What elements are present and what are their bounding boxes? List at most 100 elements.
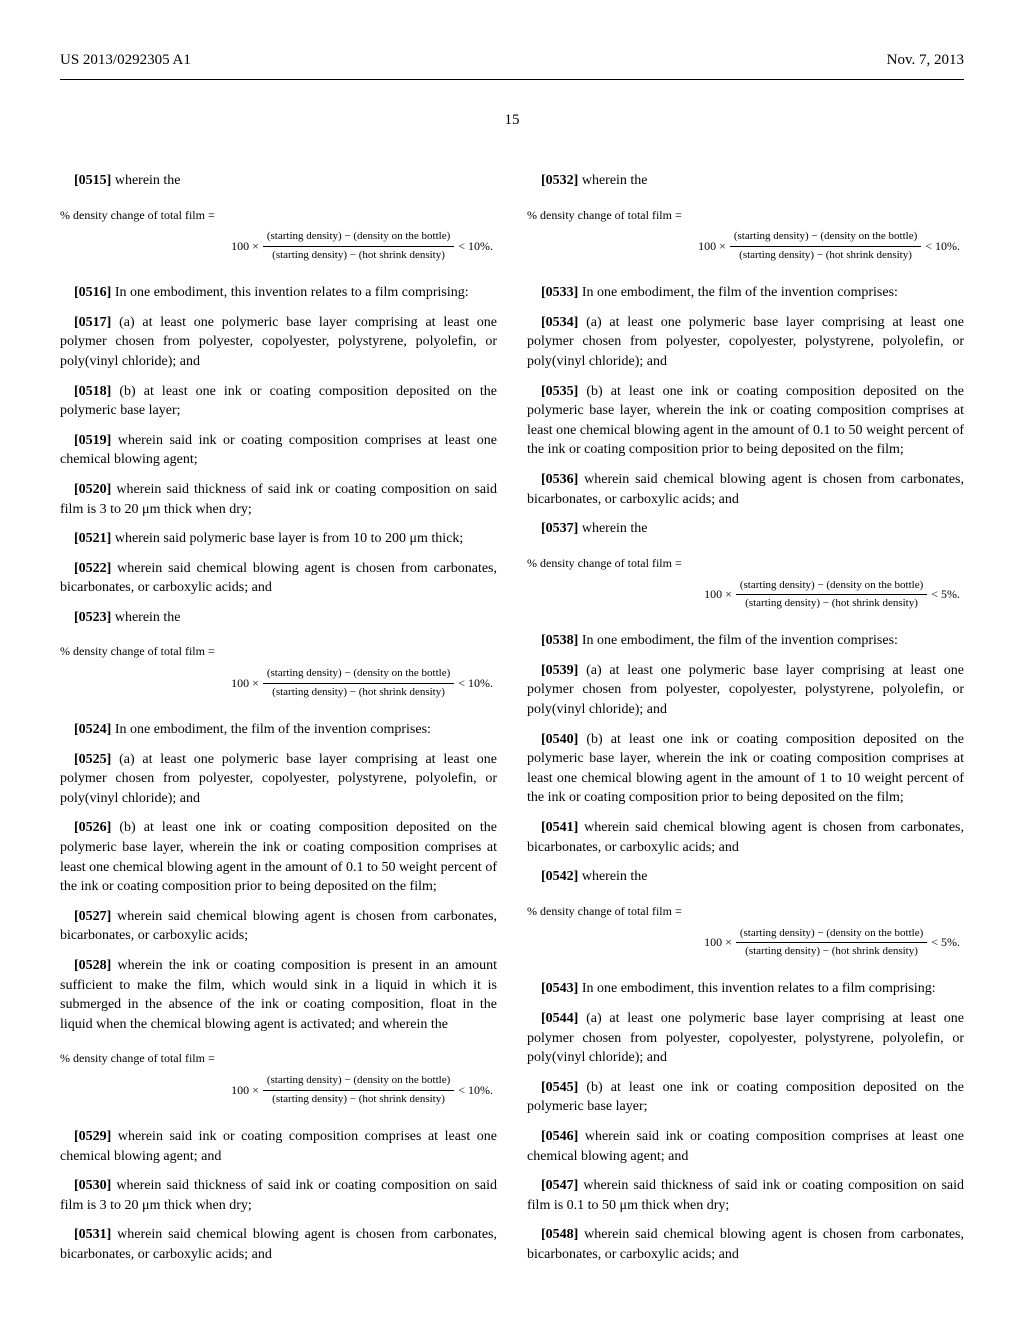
para-text: (b) at least one ink or coating composit…: [60, 384, 497, 419]
para-number: [0531]: [74, 1227, 111, 1242]
para-text: In one embodiment, the film of the inven…: [582, 285, 898, 300]
formula-prefix: 100 ×: [704, 934, 732, 951]
formula-denominator: (starting density) − (hot shrink density…: [741, 943, 922, 959]
para-text: wherein the ink or coating composition i…: [60, 958, 497, 1032]
paragraph: [0525] (a) at least one polymeric base l…: [60, 750, 497, 809]
paragraph: [0530] wherein said thickness of said in…: [60, 1176, 497, 1215]
para-number: [0547]: [541, 1178, 578, 1193]
para-number: [0525]: [74, 752, 111, 767]
paragraph: [0517] (a) at least one polymeric base l…: [60, 313, 497, 372]
para-text: (b) at least one ink or coating composit…: [527, 384, 964, 458]
paragraph: [0527] wherein said chemical blowing age…: [60, 907, 497, 946]
formula-prefix: 100 ×: [698, 238, 726, 255]
para-number: [0517]: [74, 315, 111, 330]
formula-numerator: (starting density) − (density on the bot…: [730, 229, 921, 246]
formula-denominator: (starting density) − (hot shrink density…: [268, 247, 449, 263]
para-text: wherein said chemical blowing agent is c…: [527, 820, 964, 855]
paragraph: [0529] wherein said ink or coating compo…: [60, 1127, 497, 1166]
para-number: [0515]: [74, 173, 111, 188]
paragraph: [0539] (a) at least one polymeric base l…: [527, 661, 964, 720]
para-number: [0521]: [74, 531, 111, 546]
formula-fraction: (starting density) − (density on the bot…: [263, 666, 454, 700]
formula-fraction: (starting density) − (density on the bot…: [263, 1073, 454, 1107]
para-number: [0526]: [74, 820, 111, 835]
formula-fraction: (starting density) − (density on the bot…: [730, 229, 921, 263]
para-number: [0535]: [541, 384, 578, 399]
formula-prefix: 100 ×: [231, 675, 259, 692]
formula-prefix: 100 ×: [704, 586, 732, 603]
para-text: In one embodiment, this invention relate…: [582, 981, 936, 996]
density-formula: % density change of total film = 100 × (…: [60, 643, 497, 700]
density-formula: % density change of total film = 100 × (…: [527, 903, 964, 960]
para-text: wherein said thickness of said ink or co…: [60, 482, 497, 517]
formula-label: % density change of total film =: [60, 1050, 497, 1067]
paragraph: [0545] (b) at least one ink or coating c…: [527, 1078, 964, 1117]
para-text: (b) at least one ink or coating composit…: [527, 732, 964, 806]
formula-equation: 100 × (starting density) − (density on t…: [60, 1073, 497, 1107]
formula-label: % density change of total film =: [527, 555, 964, 572]
paragraph: [0515] wherein the: [60, 171, 497, 191]
formula-label: % density change of total film =: [527, 903, 964, 920]
paragraph: [0548] wherein said chemical blowing age…: [527, 1225, 964, 1264]
para-text: wherein the: [115, 173, 181, 188]
formula-equation: 100 × (starting density) − (density on t…: [60, 229, 497, 263]
paragraph: [0533] In one embodiment, the film of th…: [527, 283, 964, 303]
para-number: [0545]: [541, 1080, 578, 1095]
para-number: [0540]: [541, 732, 578, 747]
paragraph: [0524] In one embodiment, the film of th…: [60, 720, 497, 740]
formula-numerator: (starting density) − (density on the bot…: [263, 1073, 454, 1090]
formula-prefix: 100 ×: [231, 1082, 259, 1099]
para-number: [0533]: [541, 285, 578, 300]
formula-fraction: (starting density) − (density on the bot…: [736, 926, 927, 960]
paragraph: [0519] wherein said ink or coating compo…: [60, 431, 497, 470]
para-number: [0539]: [541, 663, 578, 678]
para-number: [0528]: [74, 958, 111, 973]
para-text: In one embodiment, the film of the inven…: [582, 633, 898, 648]
para-text: wherein said polymeric base layer is fro…: [115, 531, 463, 546]
formula-equation: 100 × (starting density) − (density on t…: [527, 578, 964, 612]
formula-prefix: 100 ×: [231, 238, 259, 255]
para-text: In one embodiment, the film of the inven…: [115, 722, 431, 737]
formula-denominator: (starting density) − (hot shrink density…: [735, 247, 916, 263]
formula-numerator: (starting density) − (density on the bot…: [263, 229, 454, 246]
formula-numerator: (starting density) − (density on the bot…: [736, 926, 927, 943]
para-text: (a) at least one polymeric base layer co…: [527, 1011, 964, 1065]
para-text: wherein the: [582, 521, 648, 536]
formula-label: % density change of total film =: [60, 207, 497, 224]
para-number: [0538]: [541, 633, 578, 648]
para-text: wherein said ink or coating composition …: [527, 1129, 964, 1164]
formula-denominator: (starting density) − (hot shrink density…: [268, 684, 449, 700]
paragraph: [0544] (a) at least one polymeric base l…: [527, 1009, 964, 1068]
paragraph: [0537] wherein the: [527, 519, 964, 539]
paragraph: [0531] wherein said chemical blowing age…: [60, 1225, 497, 1264]
formula-result: < 5%.: [931, 586, 960, 603]
para-number: [0530]: [74, 1178, 111, 1193]
content-columns: [0515] wherein the % density change of t…: [60, 171, 964, 1275]
para-number: [0529]: [74, 1129, 111, 1144]
paragraph: [0535] (b) at least one ink or coating c…: [527, 382, 964, 460]
paragraph: [0547] wherein said thickness of said in…: [527, 1176, 964, 1215]
para-text: wherein said chemical blowing agent is c…: [527, 1227, 964, 1262]
formula-result: < 10%.: [458, 238, 493, 255]
para-number: [0524]: [74, 722, 111, 737]
para-text: (a) at least one polymeric base layer co…: [60, 315, 497, 369]
formula-label: % density change of total film =: [527, 207, 964, 224]
formula-numerator: (starting density) − (density on the bot…: [263, 666, 454, 683]
para-number: [0546]: [541, 1129, 578, 1144]
para-number: [0537]: [541, 521, 578, 536]
density-formula: % density change of total film = 100 × (…: [60, 207, 497, 264]
formula-result: < 10%.: [458, 1082, 493, 1099]
left-column: [0515] wherein the % density change of t…: [60, 171, 497, 1275]
paragraph: [0546] wherein said ink or coating compo…: [527, 1127, 964, 1166]
paragraph: [0541] wherein said chemical blowing age…: [527, 818, 964, 857]
para-text: wherein said ink or coating composition …: [60, 1129, 497, 1164]
para-number: [0542]: [541, 869, 578, 884]
para-text: wherein said chemical blowing agent is c…: [60, 909, 497, 944]
formula-label: % density change of total film =: [60, 643, 497, 660]
formula-equation: 100 × (starting density) − (density on t…: [527, 229, 964, 263]
para-text: wherein the: [582, 869, 648, 884]
para-text: wherein said thickness of said ink or co…: [60, 1178, 497, 1213]
formula-result: < 10%.: [925, 238, 960, 255]
formula-denominator: (starting density) − (hot shrink density…: [268, 1091, 449, 1107]
para-number: [0527]: [74, 909, 111, 924]
